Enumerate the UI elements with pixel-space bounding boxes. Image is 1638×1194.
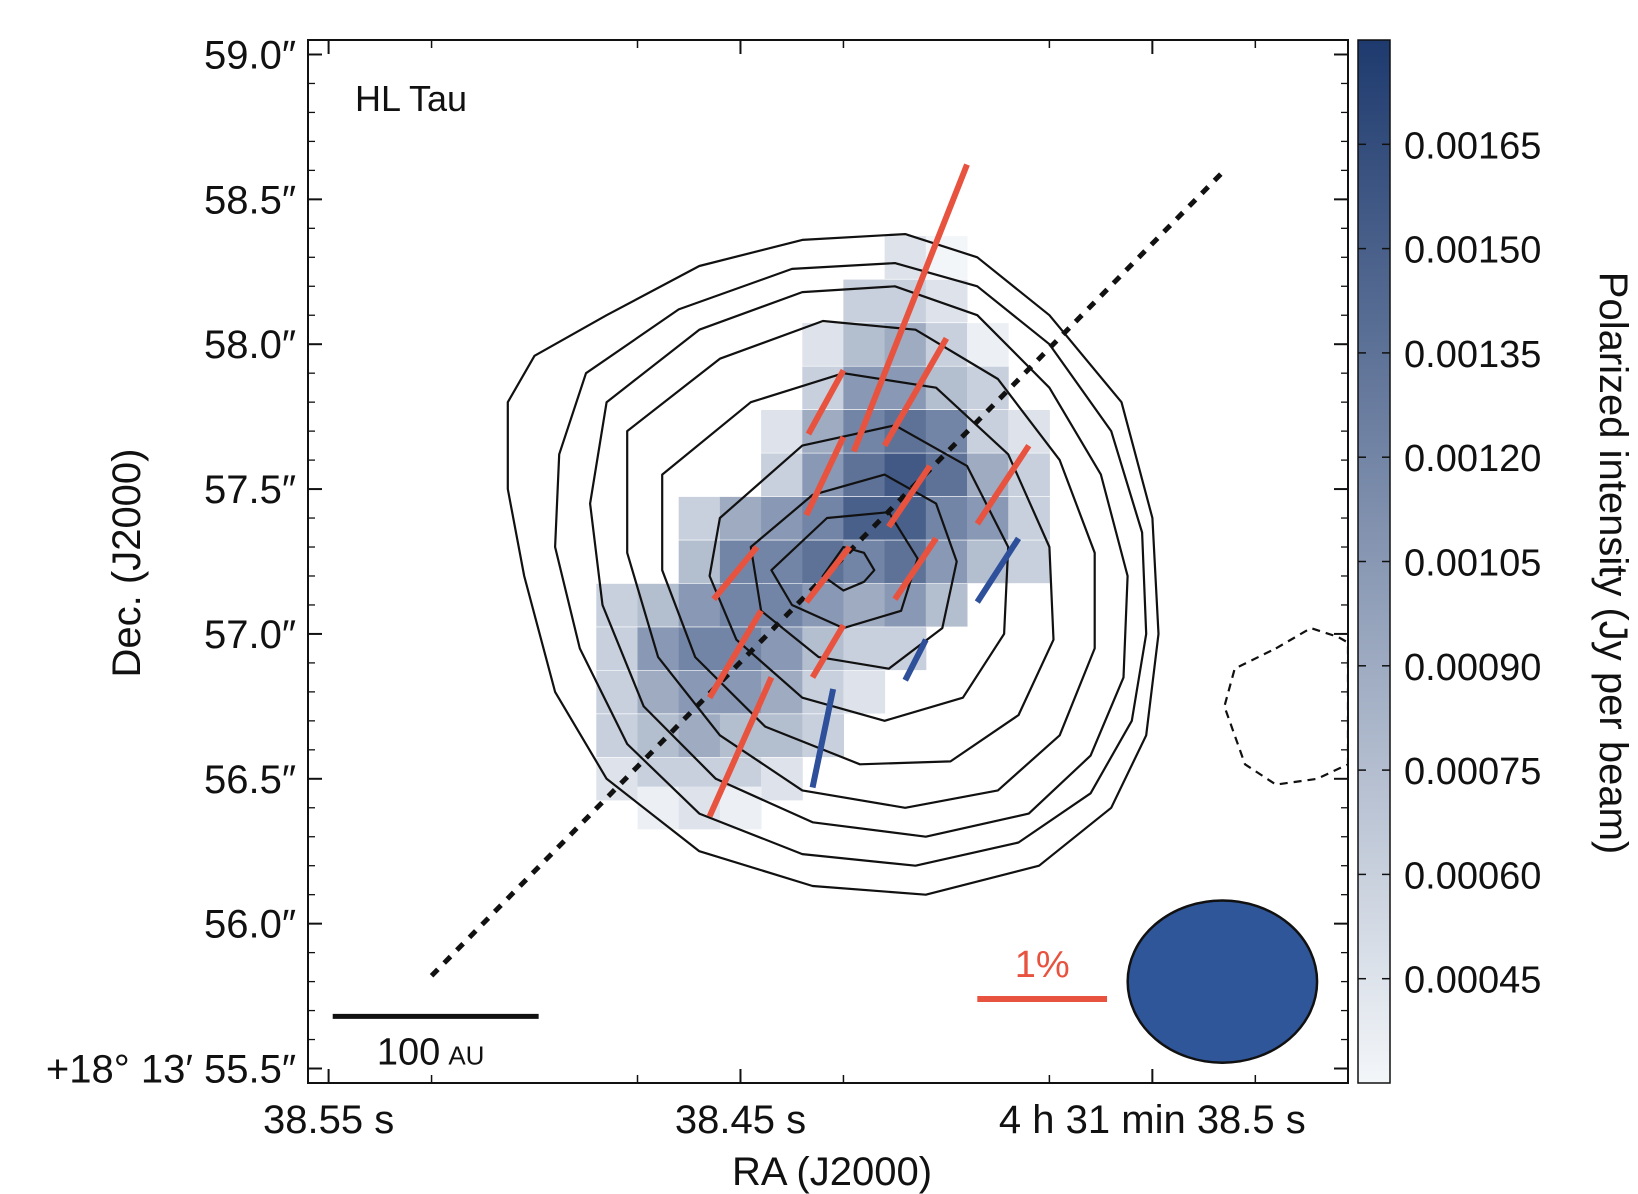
polarization-vector-blue xyxy=(902,638,929,682)
y-tick-label: 56.0″ xyxy=(204,903,296,947)
polarization-vector xyxy=(707,609,764,700)
heatmap-pixel xyxy=(761,453,803,497)
scale-bar-unit: AU xyxy=(448,1040,484,1070)
heatmap-pixel xyxy=(637,627,680,671)
polarization-vector xyxy=(805,368,847,436)
colorbar-tick-label: 0.00150 xyxy=(1404,230,1541,272)
heatmap-pixel xyxy=(802,323,844,366)
plot-frame xyxy=(307,39,1349,1084)
overlay-layer: 100 AU 1% xyxy=(332,899,1319,1073)
heatmap-pixel xyxy=(719,786,762,830)
polarization-vector xyxy=(804,545,852,604)
polarization-vector xyxy=(886,464,933,529)
contour-layer xyxy=(506,233,1348,896)
heatmap-pixel xyxy=(678,583,721,627)
heatmap-pixel xyxy=(719,496,762,540)
heatmap-pixel xyxy=(678,540,721,584)
colorbar-tick-layer: 0.00045 0.00060 0.00075 0.00090 0.00105 0.001… xyxy=(1358,125,1541,1002)
heatmap-pixel xyxy=(678,496,721,540)
y-tick-label: 56.5″ xyxy=(204,758,296,802)
tick-layer: 38.55 s 38.45 s 4 h 31 min 38.5 s 59.0″ 58.5… xyxy=(46,33,1348,1142)
heatmap-pixel xyxy=(967,410,1009,453)
contour-line xyxy=(626,319,1096,809)
contour-line xyxy=(553,262,1148,867)
heatmap-pixel xyxy=(843,496,886,540)
heatmap-pixel xyxy=(843,583,886,627)
y-tick-label: 57.5″ xyxy=(204,468,296,512)
contour-line xyxy=(661,372,1055,766)
scale-bar-label: 100 AU xyxy=(377,1031,485,1073)
x-axis-label: RA (J2000) xyxy=(732,1150,932,1194)
heatmap-pixel xyxy=(761,410,803,453)
percent-scale-label: 1% xyxy=(1015,944,1070,986)
polarization-vector xyxy=(809,623,847,679)
x-tick-label: 38.45 s xyxy=(675,1098,806,1142)
heatmap-pixel xyxy=(596,627,638,671)
x-tick-label: 38.55 s xyxy=(263,1098,394,1142)
negative-contour xyxy=(1223,626,1348,786)
heatmap-pixel xyxy=(925,279,968,323)
heatmap-pixel xyxy=(884,236,927,279)
heatmap-pixel xyxy=(967,323,1009,366)
colorbar-tick-label: 0.00060 xyxy=(1404,855,1541,897)
contour-line xyxy=(770,511,919,630)
colorbar-label: Polarized intensity (Jy per beam) xyxy=(1591,272,1635,854)
y-axis-label: Dec. (J2000) xyxy=(105,449,149,678)
y-tick-label: 58.0″ xyxy=(204,323,296,367)
polarization-vector xyxy=(706,676,775,818)
heatmap-pixel xyxy=(925,453,968,497)
contour-line xyxy=(506,233,1160,896)
heatmap-pixel xyxy=(843,323,886,366)
heatmap-pixel xyxy=(1008,453,1050,497)
polarization-vector xyxy=(892,536,939,601)
heatmap-pixel xyxy=(843,670,886,714)
heatmap-pixel xyxy=(596,757,638,801)
heatmap-pixel xyxy=(637,583,680,627)
colorbar-tick-label: 0.00135 xyxy=(1404,334,1541,376)
y-tick-label: 59.0″ xyxy=(204,33,296,77)
colorbar-tick-label: 0.00105 xyxy=(1404,543,1541,585)
contour-line xyxy=(708,424,1010,722)
beam-ellipse xyxy=(1126,899,1319,1064)
heatmap-pixel xyxy=(761,627,803,671)
contour-line xyxy=(821,545,876,592)
vector-layer xyxy=(706,163,1032,818)
polarization-vector xyxy=(974,443,1032,526)
polarization-vector xyxy=(711,545,760,602)
colorbar-tick-label: 0.00045 xyxy=(1404,960,1541,1002)
heatmap-pixel xyxy=(843,453,886,497)
colorbar-tick-label: 0.00120 xyxy=(1404,438,1541,480)
y-tick-label: 58.5″ xyxy=(204,178,296,222)
colorbar-tick-label: 0.00165 xyxy=(1404,125,1541,167)
heatmap-pixel xyxy=(761,583,803,627)
y-tick-label: 57.0″ xyxy=(204,613,296,657)
y-tick-label: +18° 13′ 55.5″ xyxy=(46,1048,296,1092)
polarization-vector xyxy=(882,336,950,448)
colorbar-tick-label: 0.00090 xyxy=(1404,647,1541,689)
heatmap-pixel xyxy=(843,540,886,584)
x-tick-label: 4 h 31 min 38.5 s xyxy=(999,1098,1306,1142)
heatmap-pixel xyxy=(802,496,844,540)
heatmap-pixel xyxy=(761,757,803,801)
polarization-vector-blue xyxy=(974,536,1022,604)
heatmap-pixel xyxy=(843,279,886,323)
polarization-vector xyxy=(850,163,970,453)
heatmap-pixel xyxy=(884,583,927,627)
colorbar-tick-label: 0.00075 xyxy=(1404,751,1541,793)
heatmap-pixel xyxy=(678,627,721,671)
heatmap-pixel xyxy=(761,714,803,757)
heatmap-pixel xyxy=(678,714,721,757)
heatmap-pixel xyxy=(1008,410,1050,453)
heatmap-pixel xyxy=(884,453,927,497)
heatmap-pixel xyxy=(596,714,638,757)
target-label: HL Tau xyxy=(355,78,467,119)
contour-line xyxy=(749,473,958,670)
contour-line xyxy=(588,285,1129,838)
polarization-vector-blue xyxy=(809,688,837,789)
polarization-vector xyxy=(803,435,847,517)
scale-bar-value: 100 xyxy=(377,1031,440,1073)
